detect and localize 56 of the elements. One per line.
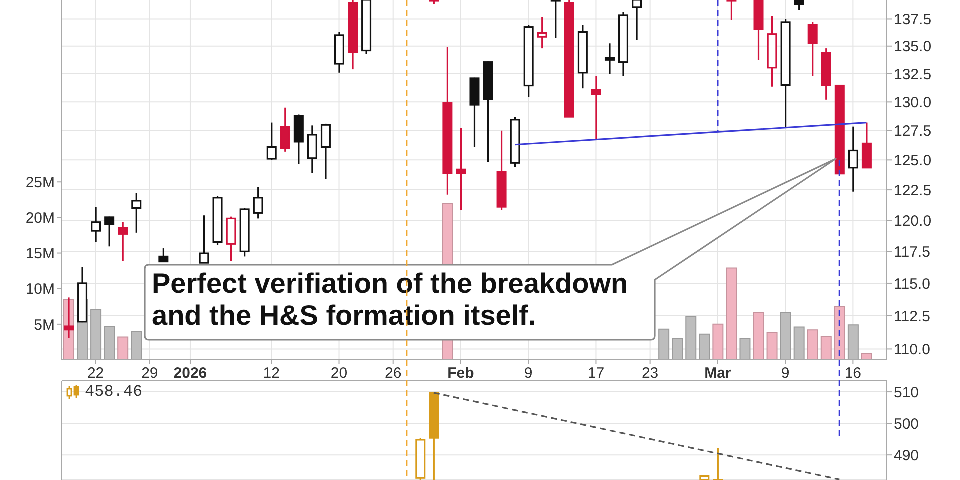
candlestick: [537, 16, 548, 50]
y-tick-label: 137.5: [894, 12, 932, 29]
candlestick: [280, 107, 290, 153]
candlestick: [118, 222, 128, 262]
x-tick-label: 17: [588, 365, 605, 382]
candlestick: [199, 214, 210, 264]
candlestick: [307, 124, 318, 174]
candlestick: [726, 0, 737, 22]
y2-tick-label: 25M: [26, 174, 55, 192]
y-tick-label: 490: [894, 447, 920, 464]
candlestick: [158, 248, 169, 263]
candlestick: [604, 42, 615, 75]
candlestick: [91, 206, 102, 244]
candlestick: [591, 75, 602, 141]
y2-tick-label: 20M: [26, 210, 55, 228]
x-tick-label: 16: [844, 365, 862, 382]
candlestick: [104, 216, 115, 248]
candlestick: [253, 186, 264, 220]
x-tick-label: 23: [642, 365, 659, 382]
y-tick-label: 112.5: [894, 308, 930, 326]
y-tick-label: 122.5: [894, 182, 932, 200]
candlestick: [713, 447, 724, 480]
y-tick-label: 135.0: [894, 38, 932, 56]
candlestick: [456, 127, 466, 211]
y-tick-label: 500: [894, 416, 920, 433]
y2-tick-label: 15M: [26, 246, 55, 263]
candlestick: [794, 0, 804, 11]
y-tick-label: 510: [894, 384, 920, 402]
candlestick: [320, 123, 331, 180]
candlestick: [848, 126, 858, 193]
y-tick-label: 115.0: [894, 276, 930, 293]
y-tick-label: 120.0: [894, 212, 932, 230]
candlestick: [266, 122, 277, 161]
y-tick-label: 127.5: [894, 123, 932, 140]
y-tick-label: 110.0: [894, 342, 930, 359]
x-tick-label: 20: [330, 365, 348, 382]
x-tick-label: 26: [385, 365, 402, 382]
y-tick-label: 117.5: [894, 244, 930, 261]
x-tick-label: 12: [263, 365, 280, 382]
candlestick: [132, 192, 142, 234]
x-tick-label: 22: [87, 365, 104, 382]
annotation: Perfect verifiation of the breakdown and the H&S formation itself.: [152, 268, 628, 331]
y-tick-label: 125.0: [894, 152, 932, 170]
x-tick-label: 9: [524, 365, 533, 382]
candlestick: [550, 0, 561, 39]
x-tick-label: Mar: [704, 365, 732, 382]
legend-label: 458.46: [85, 383, 143, 401]
x-tick-label: 2026: [174, 365, 208, 382]
candlestick: [808, 22, 818, 78]
y2-tick-label: 10M: [26, 281, 55, 298]
x-tick-label: 29: [142, 365, 158, 382]
y-tick-label: 130.0: [894, 94, 932, 112]
x-tick-label: Feb: [448, 365, 474, 382]
y2-tick-label: 5M: [34, 316, 55, 334]
y-tick-label: 132.5: [894, 66, 932, 84]
x-tick-label: 9: [781, 365, 790, 382]
